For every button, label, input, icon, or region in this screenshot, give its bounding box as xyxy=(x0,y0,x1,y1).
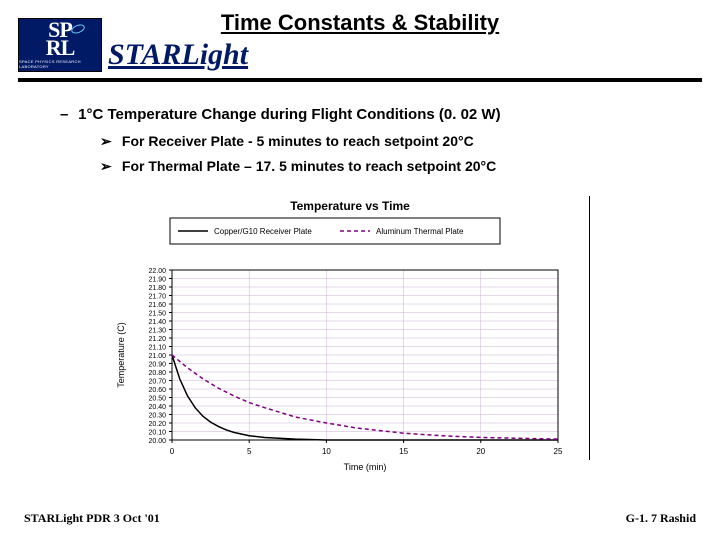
svg-text:22.00: 22.00 xyxy=(148,268,166,275)
arrow-icon: ➢ xyxy=(100,133,118,150)
logo-sub: SPACE PHYSICS RESEARCH LABORATORY xyxy=(19,59,101,69)
svg-text:0: 0 xyxy=(170,447,175,456)
svg-text:20.60: 20.60 xyxy=(148,387,166,394)
svg-text:20.50: 20.50 xyxy=(148,396,166,403)
svg-text:20.00: 20.00 xyxy=(148,438,166,445)
svg-text:21.20: 21.20 xyxy=(148,336,166,343)
footer-right: G-1. 7 Rashid xyxy=(626,511,696,526)
svg-text:Temperature vs Time: Temperature vs Time xyxy=(290,199,410,213)
svg-text:20.90: 20.90 xyxy=(148,362,166,369)
main-bullet-text: 1°C Temperature Change during Flight Con… xyxy=(78,106,500,123)
svg-text:21.30: 21.30 xyxy=(148,328,166,335)
chart-svg: Temperature vs Time Copper/G10 Receiver P… xyxy=(110,196,590,476)
sub-bullet-1-text: For Receiver Plate - 5 minutes to reach … xyxy=(122,133,474,149)
svg-text:5: 5 xyxy=(247,447,252,456)
svg-text:21.90: 21.90 xyxy=(148,277,166,284)
svg-text:20.80: 20.80 xyxy=(148,370,166,377)
arrow-icon: ➢ xyxy=(100,158,118,175)
header: SP RL SPACE PHYSICS RESEARCH LABORATORY … xyxy=(0,0,720,90)
sub-list: ➢ For Receiver Plate - 5 minutes to reac… xyxy=(100,133,680,175)
sub-bullet-2: ➢ For Thermal Plate – 17. 5 minutes to r… xyxy=(100,158,680,175)
svg-text:20.70: 20.70 xyxy=(148,379,166,386)
svg-text:15: 15 xyxy=(399,447,408,456)
logo-bottom: RL xyxy=(46,39,75,57)
svg-text:Aluminum Thermal Plate: Aluminum Thermal Plate xyxy=(376,227,464,236)
svg-text:Time (min): Time (min) xyxy=(344,462,387,472)
svg-text:Copper/G10 Receiver Plate: Copper/G10 Receiver Plate xyxy=(214,227,312,236)
main-bullet: – 1°C Temperature Change during Flight C… xyxy=(60,106,680,123)
header-divider xyxy=(18,78,702,82)
svg-text:21.40: 21.40 xyxy=(148,319,166,326)
svg-text:20: 20 xyxy=(476,447,485,456)
svg-text:20.30: 20.30 xyxy=(148,413,166,420)
svg-text:20.40: 20.40 xyxy=(148,404,166,411)
svg-text:21.00: 21.00 xyxy=(148,353,166,360)
svg-text:21.70: 21.70 xyxy=(148,294,166,301)
footer-left: STARLight PDR 3 Oct '01 xyxy=(24,511,160,526)
svg-text:20.20: 20.20 xyxy=(148,421,166,428)
content: – 1°C Temperature Change during Flight C… xyxy=(60,106,680,183)
svg-text:10: 10 xyxy=(322,447,331,456)
svg-text:21.50: 21.50 xyxy=(148,311,166,318)
svg-text:21.60: 21.60 xyxy=(148,302,166,309)
svg-text:20.10: 20.10 xyxy=(148,430,166,437)
dash-icon: – xyxy=(60,106,74,123)
sub-bullet-1: ➢ For Receiver Plate - 5 minutes to reac… xyxy=(100,133,680,150)
sub-bullet-2-text: For Thermal Plate – 17. 5 minutes to rea… xyxy=(122,158,496,174)
page-title: Time Constants & Stability xyxy=(0,10,720,36)
brand-name: STARLight xyxy=(108,38,248,72)
svg-text:Temperature (C): Temperature (C) xyxy=(116,322,126,388)
svg-text:21.80: 21.80 xyxy=(148,285,166,292)
chart: Temperature vs Time Copper/G10 Receiver P… xyxy=(110,196,590,476)
svg-text:25: 25 xyxy=(554,447,563,456)
svg-text:21.10: 21.10 xyxy=(148,345,166,352)
